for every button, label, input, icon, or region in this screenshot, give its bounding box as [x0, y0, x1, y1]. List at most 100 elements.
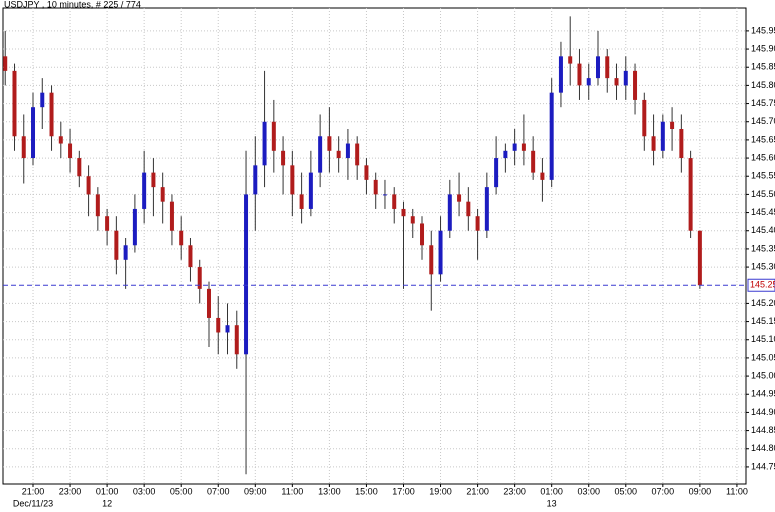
last-price-label: 145.25	[750, 280, 775, 290]
candle-body	[521, 143, 526, 151]
candle-body	[457, 194, 462, 202]
candle-body	[12, 70, 17, 137]
candle-body	[40, 92, 45, 108]
candle-body	[633, 70, 638, 100]
candle-body	[151, 172, 156, 188]
candle-body	[216, 317, 221, 333]
x-tick-label: 01:00	[96, 486, 119, 496]
candle-body	[420, 223, 425, 246]
x-tick-label: 13:00	[318, 486, 341, 496]
last-price-box	[747, 278, 775, 292]
y-tick-label: 145.05	[751, 352, 775, 362]
candle-body	[605, 56, 610, 79]
candle-body	[355, 143, 360, 166]
chart-title: USDJPY , 10 minutes, # 225 / 774	[4, 0, 141, 9]
candle-body	[586, 78, 591, 86]
candle-body	[253, 165, 258, 195]
candle-body	[670, 121, 675, 129]
y-tick-label: 145.65	[751, 134, 775, 144]
candle-body	[68, 143, 73, 159]
y-tick-label: 145.60	[751, 152, 775, 162]
candle-body	[271, 121, 276, 151]
x-tick-label: 11:00	[726, 486, 748, 496]
candle-body	[429, 245, 434, 275]
candle-body	[512, 143, 517, 151]
y-tick-label: 145.10	[751, 334, 775, 344]
candle-body	[494, 158, 499, 188]
candle-body	[540, 172, 545, 180]
candle-body	[438, 230, 443, 275]
y-tick-label: 145.20	[751, 298, 775, 308]
candle-body	[262, 121, 267, 166]
candle-body	[364, 165, 369, 180]
candle-body	[642, 99, 647, 137]
candle-body	[49, 92, 54, 137]
x-tick-label: 23:00	[59, 486, 82, 496]
x-tick-label: 19:00	[429, 486, 452, 496]
x-tick-label: 03:00	[133, 486, 156, 496]
x-tick-label: 09:00	[244, 486, 267, 496]
x-tick-label: 01:00	[540, 486, 563, 496]
candle-body	[614, 78, 619, 86]
candle-body	[197, 267, 202, 289]
candle-body	[410, 216, 415, 224]
candle-body	[290, 165, 295, 195]
x-tick-label: 05:00	[615, 486, 638, 496]
y-tick-label: 145.90	[751, 43, 775, 53]
x-tick-label: 09:00	[689, 486, 712, 496]
candle-body	[31, 107, 36, 159]
candle-body	[114, 230, 119, 260]
candle-body	[549, 92, 554, 180]
candle-body	[447, 194, 452, 231]
x-tick-label: 15:00	[355, 486, 378, 496]
candle-body	[595, 56, 600, 79]
candle-body	[623, 70, 628, 86]
x-tick-label: 11:00	[281, 486, 303, 496]
candle-body	[401, 208, 406, 217]
candle-body	[206, 288, 211, 318]
candle-body	[95, 194, 100, 217]
y-tick-label: 144.95	[751, 389, 775, 399]
y-tick-label: 145.75	[751, 98, 775, 108]
candle-body	[86, 176, 91, 195]
candle-body	[281, 150, 286, 166]
candle-body	[308, 172, 313, 209]
x-tick-label: 21:00	[22, 486, 45, 496]
y-tick-label: 144.85	[751, 425, 775, 435]
y-tick-label: 145.50	[751, 189, 775, 199]
candle-body	[345, 143, 350, 159]
candle-body	[142, 172, 147, 209]
labels: 144.75 144.80 144.85 144.90 144.95 145.00 145.…	[13, 25, 775, 508]
y-tick-label: 145.45	[751, 207, 775, 217]
x-tick-label: 21:00	[466, 486, 489, 496]
y-tick-label: 145.70	[751, 116, 775, 126]
x-tick-label: 17:00	[392, 486, 415, 496]
y-tick-label: 145.30	[751, 261, 775, 271]
candle-body	[244, 194, 249, 355]
y-tick-label: 144.80	[751, 443, 775, 453]
candle-body	[327, 136, 332, 151]
candle-body	[318, 136, 323, 173]
candle-body	[531, 150, 536, 173]
candle-body	[169, 201, 174, 231]
x-tick-label: 05:00	[170, 486, 193, 496]
candle-body	[234, 325, 239, 355]
x-tick-label: 03:00	[577, 486, 600, 496]
date-label: 12	[102, 498, 112, 508]
date-label: 13	[547, 498, 557, 508]
candle-body	[299, 194, 304, 209]
y-tick-label: 145.40	[751, 225, 775, 235]
candle-body	[21, 136, 26, 159]
candle-body	[336, 150, 341, 159]
candle-body	[484, 187, 489, 231]
candles	[3, 16, 746, 475]
candle-body	[568, 56, 573, 64]
candle-body	[688, 158, 693, 231]
candle-body	[466, 201, 471, 217]
y-tick-label: 144.90	[751, 407, 775, 417]
x-tick-label: 23:00	[503, 486, 526, 496]
candle-body	[503, 150, 508, 159]
candle-body	[382, 194, 387, 196]
candle-body	[651, 136, 656, 151]
candle-body	[3, 56, 8, 71]
